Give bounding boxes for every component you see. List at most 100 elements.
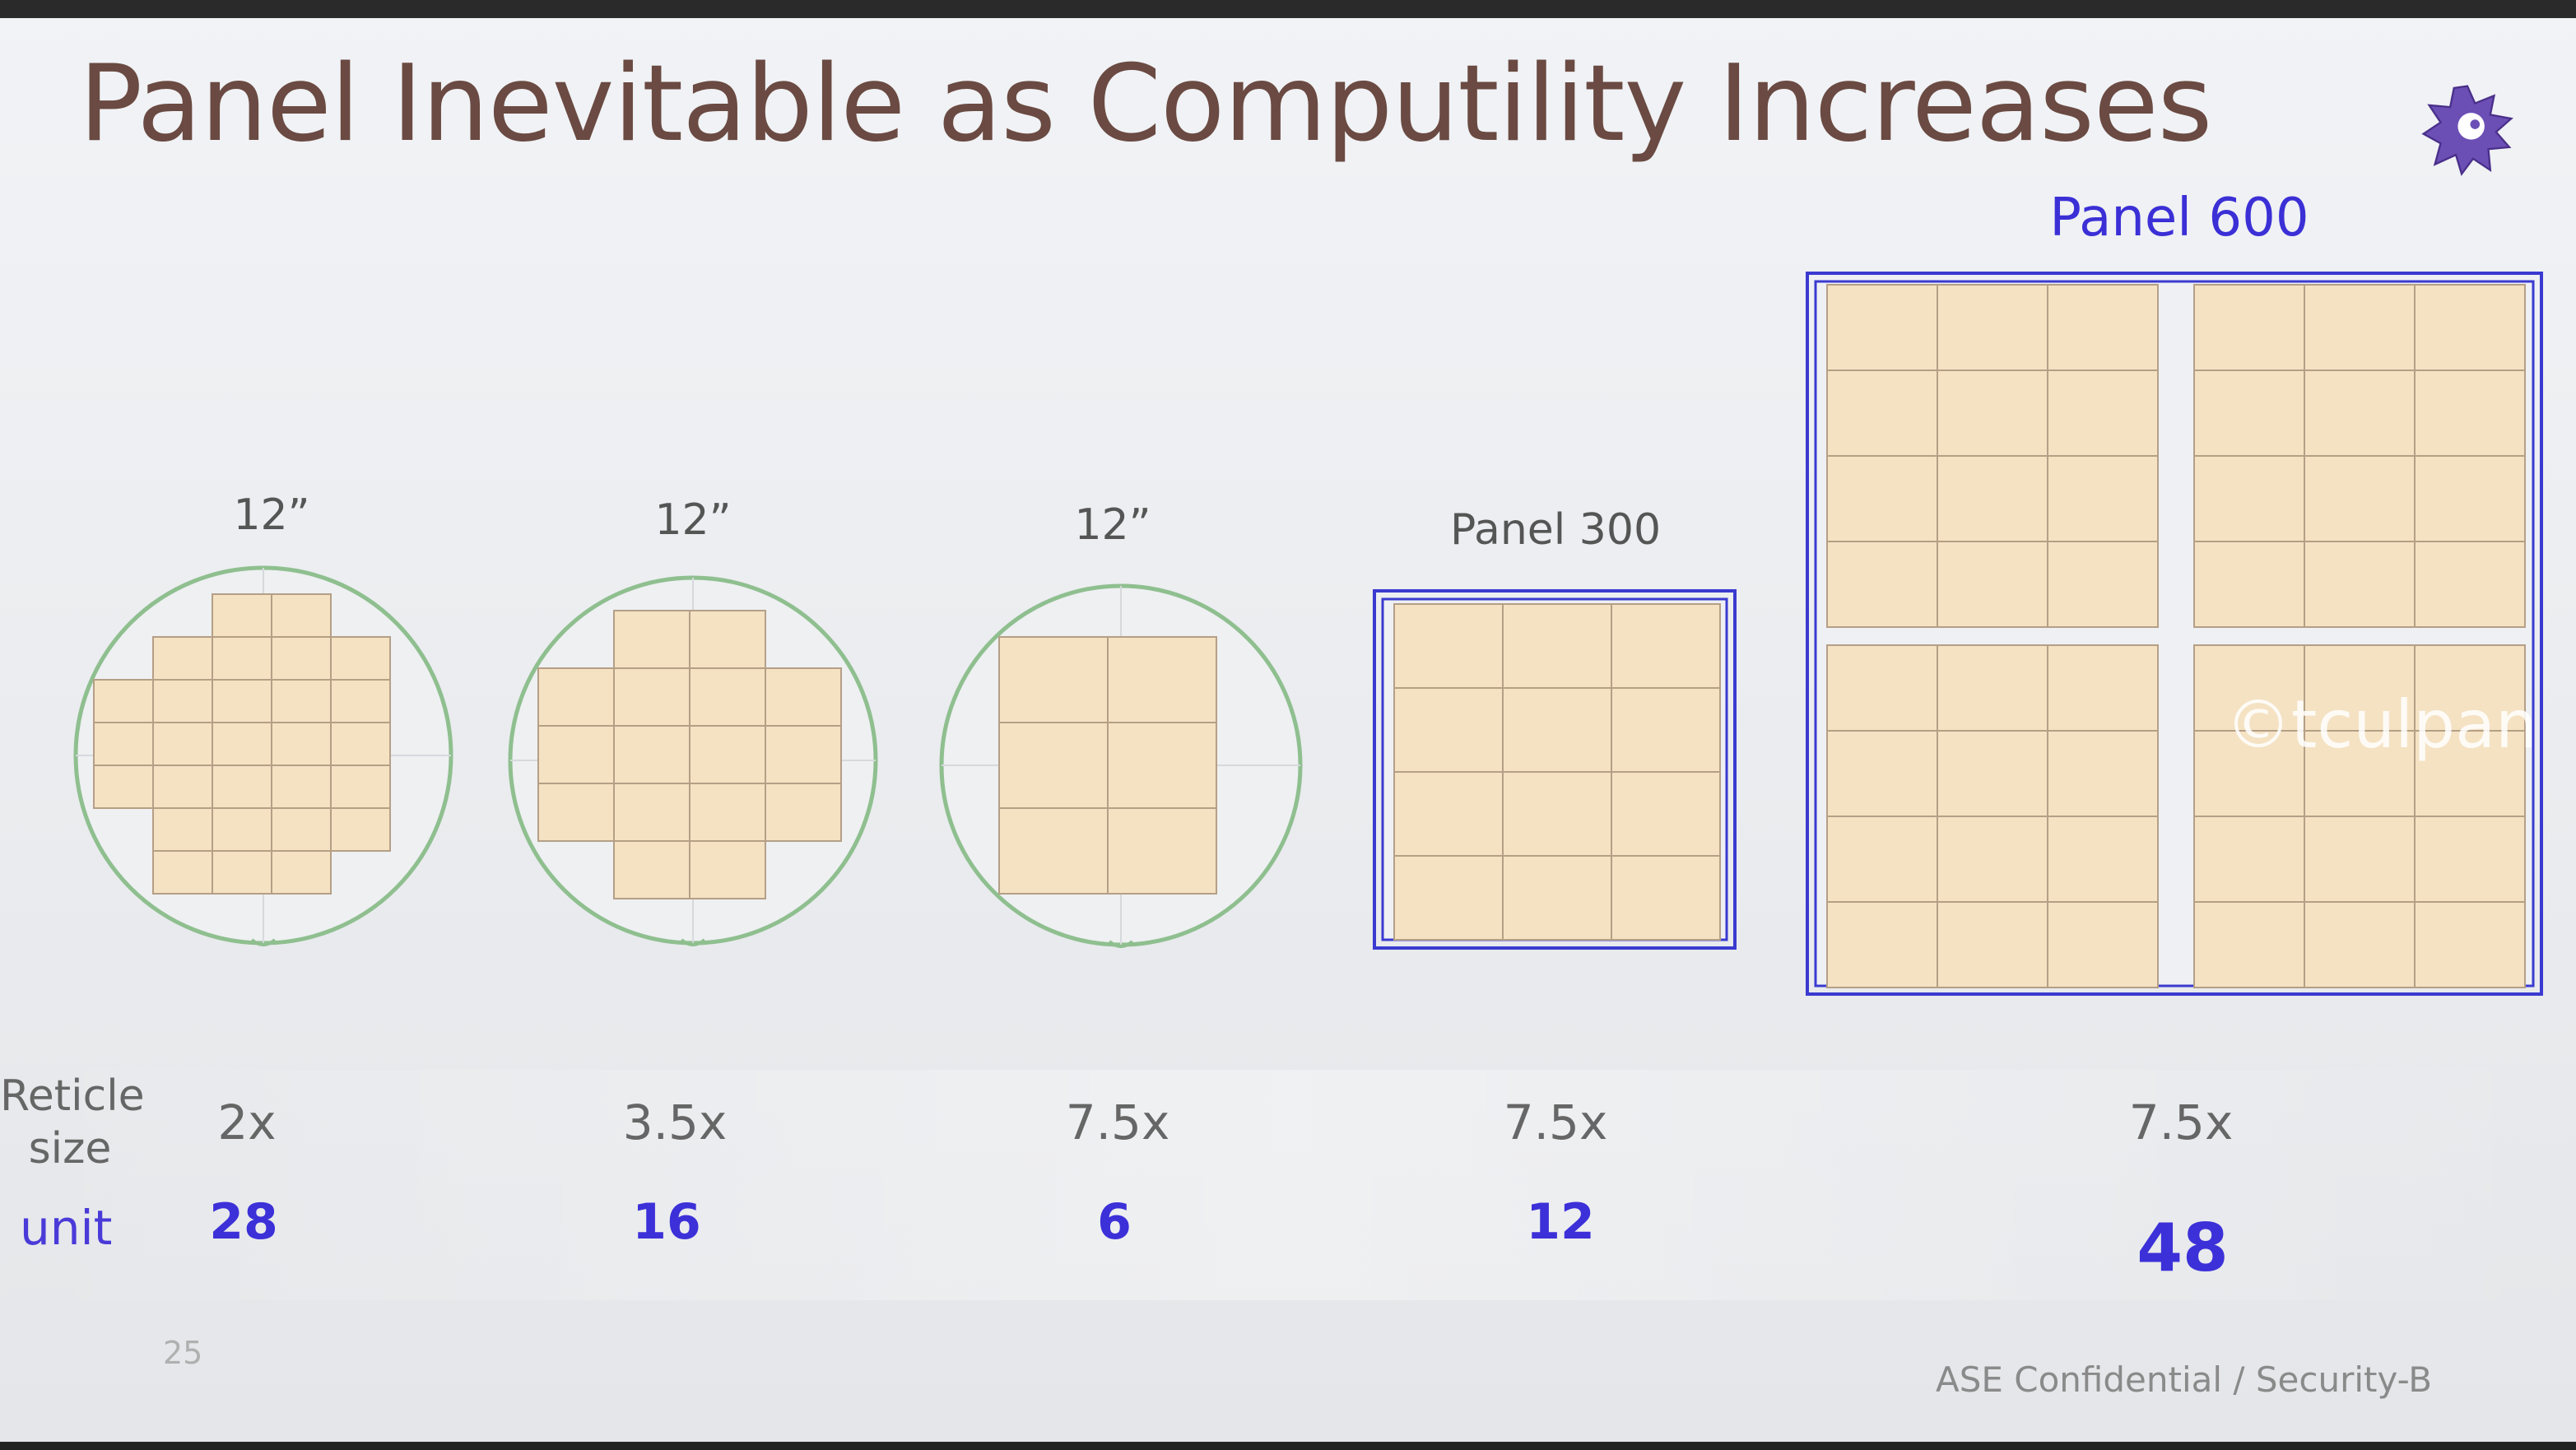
die xyxy=(2047,816,2159,903)
die xyxy=(1393,603,1504,689)
die xyxy=(2414,284,2526,371)
die xyxy=(2193,730,2305,817)
die xyxy=(2304,901,2416,988)
die xyxy=(271,593,332,638)
die xyxy=(152,807,213,852)
die xyxy=(2193,369,2305,457)
die xyxy=(152,679,213,723)
die xyxy=(152,722,213,766)
die xyxy=(212,593,272,638)
die xyxy=(212,722,272,766)
die xyxy=(330,765,391,809)
die xyxy=(2304,541,2416,628)
values-band xyxy=(0,1070,2576,1300)
die xyxy=(2304,455,2416,542)
top-edge xyxy=(0,0,2576,18)
die xyxy=(212,765,272,809)
die xyxy=(1107,636,1217,723)
die xyxy=(330,807,391,852)
die xyxy=(2193,284,2305,371)
die xyxy=(1826,541,1938,628)
die xyxy=(1826,816,1938,903)
die xyxy=(1826,284,1938,371)
unit-label: unit xyxy=(20,1200,113,1256)
die xyxy=(765,783,842,842)
die xyxy=(2047,369,2159,457)
die xyxy=(1502,855,1612,941)
die xyxy=(2193,541,2305,628)
wafer-notch xyxy=(680,938,706,946)
die xyxy=(93,765,154,809)
wafer-notch xyxy=(1108,940,1134,948)
bottom-edge xyxy=(0,1442,2576,1450)
die xyxy=(1937,816,2048,903)
die xyxy=(689,725,766,784)
item-label-wafer-3-5x: 12” xyxy=(654,495,732,545)
die xyxy=(689,840,766,899)
unit-value-2: 16 xyxy=(632,1193,701,1251)
die xyxy=(212,679,272,723)
page-number: 25 xyxy=(163,1335,203,1371)
die xyxy=(1502,603,1612,689)
die xyxy=(2193,455,2305,542)
die xyxy=(271,636,332,681)
die xyxy=(271,765,332,809)
die xyxy=(2047,730,2159,817)
die xyxy=(1107,807,1217,895)
die xyxy=(998,636,1109,723)
die xyxy=(330,679,391,723)
die xyxy=(330,722,391,766)
die xyxy=(212,807,272,852)
die xyxy=(1826,369,1938,457)
die xyxy=(1937,369,2048,457)
die xyxy=(2414,901,2526,988)
die xyxy=(2047,455,2159,542)
die xyxy=(1826,644,1938,732)
die xyxy=(2193,644,2305,732)
die xyxy=(2414,644,2526,732)
watermark-text: ©tculpan xyxy=(2225,686,2537,763)
die xyxy=(2414,369,2526,457)
die xyxy=(1826,901,1938,988)
die xyxy=(1937,541,2048,628)
die xyxy=(212,850,272,895)
die xyxy=(613,840,690,899)
die xyxy=(2304,644,2416,732)
reticle-size-label: Reticle size xyxy=(0,1071,145,1173)
die xyxy=(537,667,615,727)
die xyxy=(212,636,272,681)
die xyxy=(1826,455,1938,542)
die xyxy=(2047,284,2159,371)
item-label-wafer-7-5x: 12” xyxy=(1074,500,1151,550)
die xyxy=(1611,855,1721,941)
wafer-notch xyxy=(250,938,277,946)
reticle-value-3: 7.5x xyxy=(1065,1094,1170,1150)
die xyxy=(613,667,690,727)
die xyxy=(271,807,332,852)
die xyxy=(271,679,332,723)
die xyxy=(2304,730,2416,817)
die xyxy=(998,807,1109,895)
die xyxy=(2414,541,2526,628)
die xyxy=(1937,730,2048,817)
die xyxy=(2414,455,2526,542)
die xyxy=(2047,541,2159,628)
die xyxy=(152,850,213,895)
die xyxy=(2047,644,2159,732)
unit-value-5: 48 xyxy=(2137,1210,2229,1286)
die xyxy=(765,667,842,727)
die xyxy=(2193,816,2305,903)
die xyxy=(271,722,332,766)
die xyxy=(613,610,690,669)
confidential-footer: ASE Confidential / Security-B xyxy=(1936,1359,2433,1400)
die xyxy=(2047,901,2159,988)
die xyxy=(689,610,766,669)
die xyxy=(998,722,1109,809)
die xyxy=(330,636,391,681)
die xyxy=(2304,369,2416,457)
item-label-panel-300: Panel 300 xyxy=(1449,505,1662,555)
die xyxy=(1937,455,2048,542)
die xyxy=(613,783,690,842)
die xyxy=(1937,284,2048,371)
